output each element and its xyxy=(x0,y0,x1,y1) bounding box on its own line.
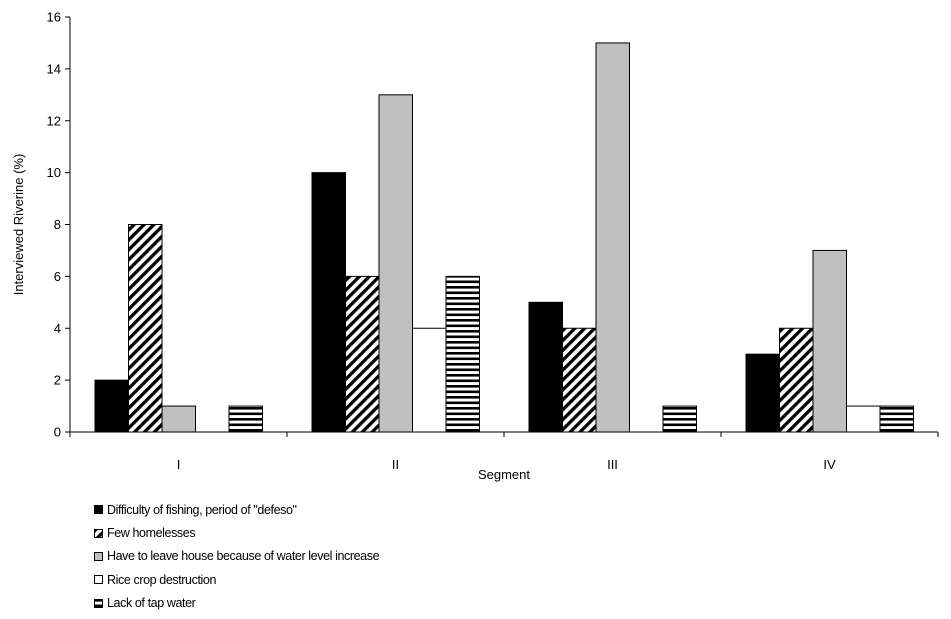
y-tick-label: 16 xyxy=(47,10,61,25)
legend-item: Rice crop destruction xyxy=(94,568,379,591)
bar xyxy=(345,275,380,433)
x-tick-label: IV xyxy=(823,457,836,472)
x-axis-title: Segment xyxy=(478,467,530,482)
y-tick-label: 10 xyxy=(47,165,61,180)
legend-swatch xyxy=(94,551,103,561)
y-tick-label: 6 xyxy=(54,269,61,284)
x-tick-label: III xyxy=(607,457,618,472)
bar xyxy=(445,275,480,433)
bars xyxy=(94,42,914,433)
y-tick-label: 8 xyxy=(54,217,61,232)
legend-item: Lack of tap water xyxy=(94,592,379,615)
bar xyxy=(779,327,814,433)
legend-label: Have to leave house because of water lev… xyxy=(107,549,380,564)
y-tick-label: 2 xyxy=(54,373,61,388)
legend-swatch xyxy=(94,575,103,585)
legend-swatch xyxy=(94,505,103,515)
bar xyxy=(161,405,196,433)
bar xyxy=(595,42,630,433)
bar xyxy=(311,172,346,433)
bar xyxy=(812,249,847,433)
bar xyxy=(378,94,413,433)
legend-label: Lack of tap water xyxy=(107,596,196,611)
bar xyxy=(228,405,263,433)
legend-label: Difficulty of fishing, period of "defeso… xyxy=(107,502,297,517)
legend-swatch xyxy=(94,528,103,538)
y-tick-label: 4 xyxy=(54,321,61,336)
legend-item: Few homelesses xyxy=(94,521,379,544)
bar xyxy=(412,327,447,433)
bar xyxy=(528,301,563,433)
bar xyxy=(94,379,129,433)
legend-item: Difficulty of fishing, period of "defeso… xyxy=(94,498,379,521)
legend-swatch xyxy=(94,598,103,608)
y-tick-label: 0 xyxy=(54,425,61,440)
bar xyxy=(128,224,163,433)
bar xyxy=(562,327,597,433)
legend-label: Few homelesses xyxy=(107,526,196,541)
legend-item: Have to leave house because of water lev… xyxy=(94,545,380,568)
legend-label: Rice crop destruction xyxy=(107,572,217,587)
bar xyxy=(846,405,881,433)
y-tick-label: 12 xyxy=(47,113,61,128)
bar xyxy=(879,405,914,433)
y-axis-title: Interviewed Riverine (%) xyxy=(11,154,26,296)
bar xyxy=(662,405,697,433)
x-tick-label: I xyxy=(177,457,181,472)
legend: Difficulty of fishing, period of "defeso… xyxy=(94,498,380,615)
bar xyxy=(745,353,780,433)
y-tick-label: 14 xyxy=(47,61,61,76)
x-tick-label: II xyxy=(392,457,399,472)
